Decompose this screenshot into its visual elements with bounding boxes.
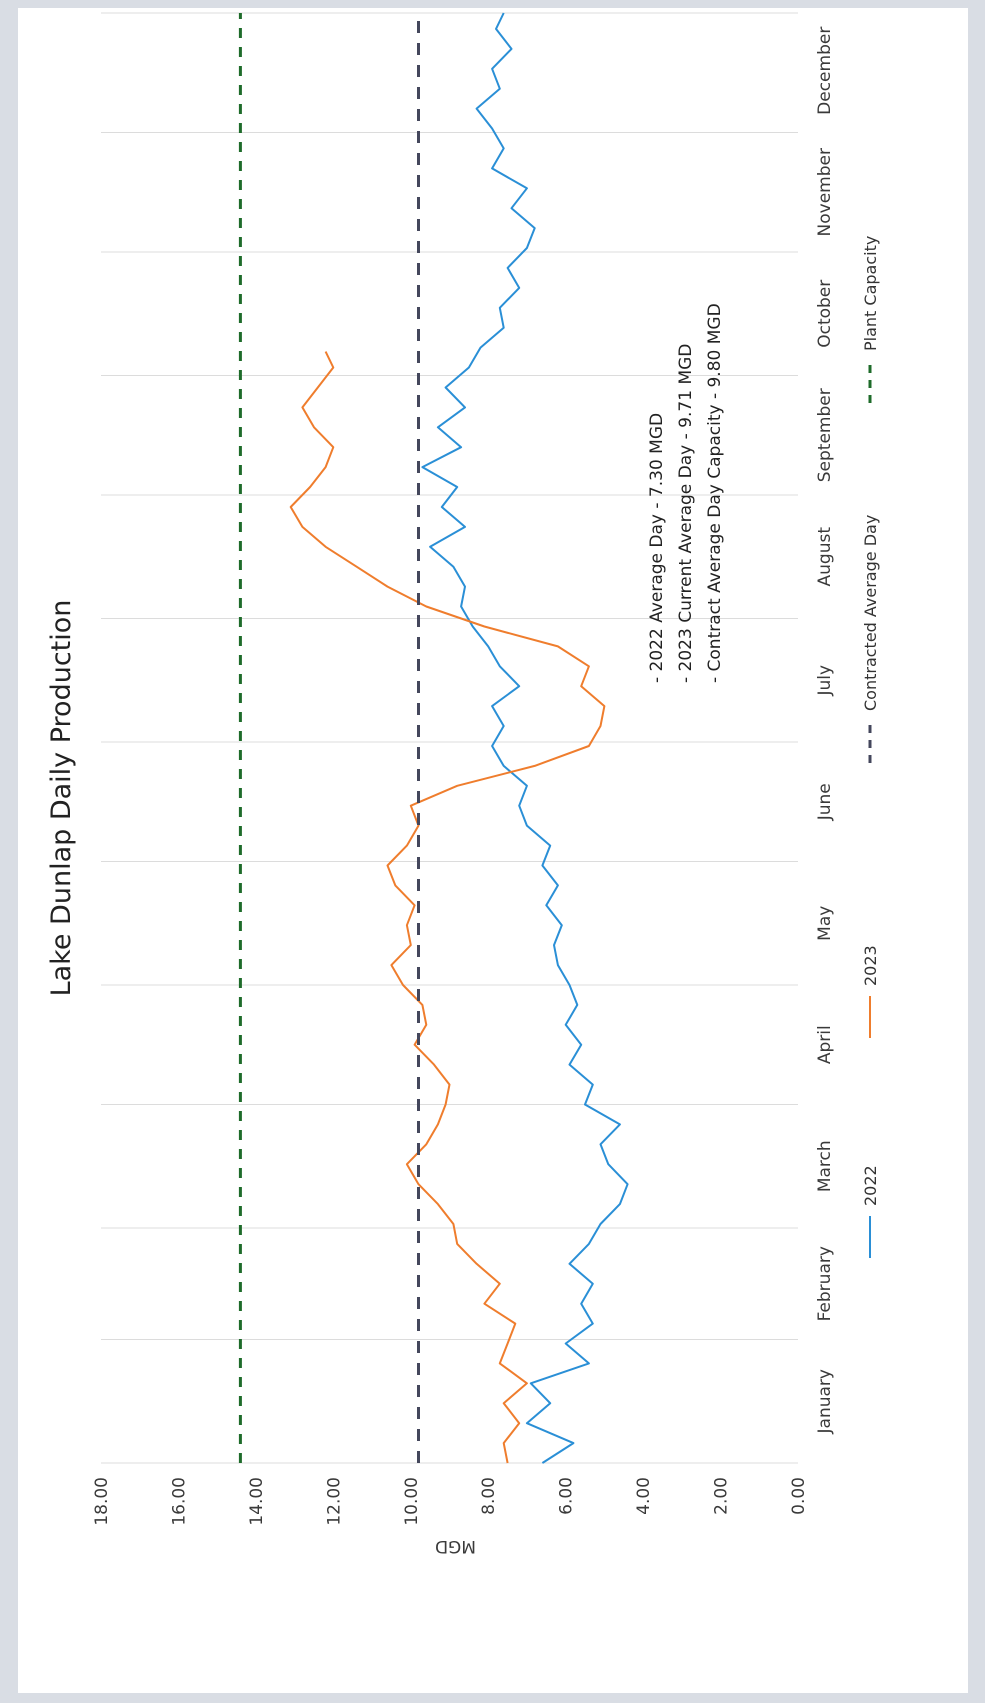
x-tick-label: December [815, 27, 835, 115]
x-tick-label: February [815, 1246, 835, 1321]
legend-label: 2022 [861, 1165, 880, 1206]
chart-background [18, 8, 968, 1693]
y-axis-ticks: 0.00 2.00 4.00 6.00 8.00 10.00 12.00 14.00 16.00… [92, 1477, 809, 1526]
y-tick-label: 2.00 [712, 1477, 732, 1515]
y-tick-label: 0.00 [789, 1477, 809, 1515]
y-tick-label: 10.00 [402, 1477, 422, 1526]
grid [101, 12, 798, 1464]
legend: 2022 2023 Contracted Average Day Plant Capa… [861, 236, 880, 1258]
annotation-text: - Contract Average Day Capacity - 9.80 M… [705, 303, 725, 683]
x-tick-label: November [815, 148, 835, 236]
x-tick-label: July [815, 665, 835, 697]
y-tick-label: 18.00 [92, 1477, 112, 1526]
y-tick-label: 6.00 [557, 1477, 577, 1515]
x-axis-ticks: January February March April May June July Augu… [815, 27, 835, 1435]
legend-label: 2023 [861, 945, 880, 986]
legend-label: Contracted Average Day [861, 515, 880, 711]
y-tick-label: 12.00 [324, 1477, 344, 1526]
x-tick-label: March [815, 1140, 835, 1192]
legend-label: Plant Capacity [861, 236, 880, 351]
series-line-0 [421, 12, 629, 1464]
plot-area: 0.00 2.00 4.00 6.00 8.00 10.00 12.00 14.00 16.00… [46, 12, 880, 1556]
y-tick-label: 14.00 [247, 1477, 267, 1526]
x-tick-label: June [815, 783, 835, 821]
y-tick-label: 8.00 [479, 1477, 499, 1515]
x-tick-label: January [815, 1369, 835, 1434]
x-tick-label: April [815, 1025, 835, 1064]
series-line-1 [289, 351, 606, 1464]
annotations: - 2022 Average Day - 7.30 MGD - 2023 Curr… [647, 303, 725, 683]
x-tick-label: August [815, 527, 835, 587]
annotation-text: - 2022 Average Day - 7.30 MGD [647, 413, 667, 683]
annotation-text: - 2023 Current Average Day - 9.71 MGD [676, 344, 696, 683]
chart-title: Lake Dunlap Daily Production [46, 600, 77, 997]
x-tick-label: October [815, 280, 835, 348]
x-tick-label: September [815, 388, 835, 482]
y-tick-label: 16.00 [169, 1477, 189, 1526]
y-axis-label: MGD [435, 1536, 476, 1556]
x-tick-label: May [815, 906, 835, 941]
series-lines [238, 12, 629, 1464]
y-tick-label: 4.00 [634, 1477, 654, 1515]
